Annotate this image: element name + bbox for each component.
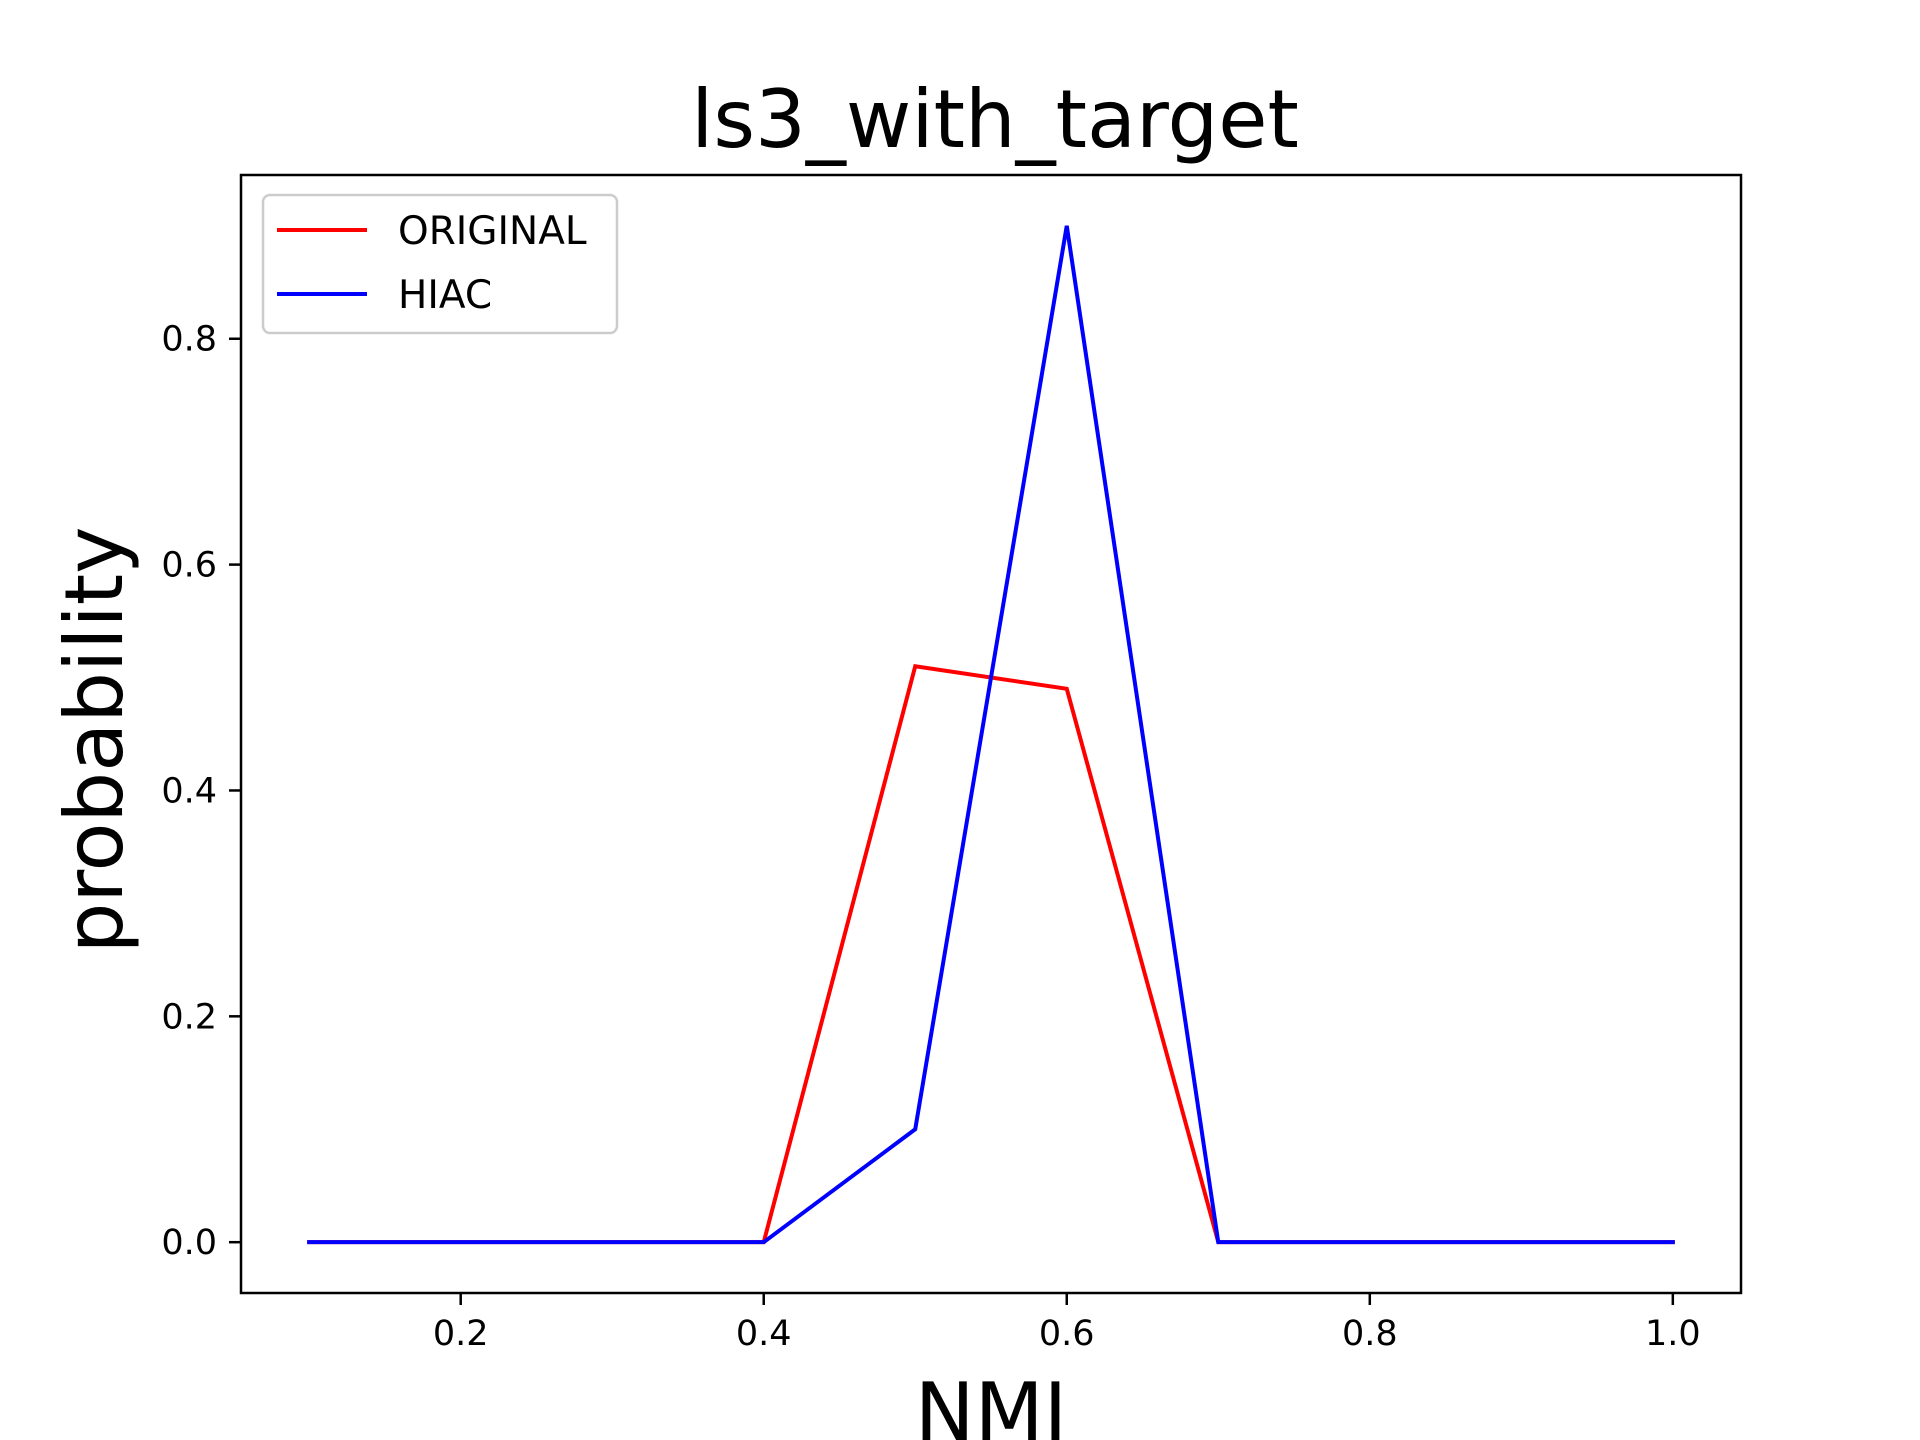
x-tick-label: 0.4	[736, 1314, 792, 1354]
y-tick-label: 0.4	[161, 771, 217, 811]
legend-label-original: ORIGINAL	[398, 209, 587, 254]
chart-title: ls3_with_target	[691, 73, 1299, 166]
x-tick-label: 1.0	[1645, 1314, 1701, 1354]
x-tick-label: 0.6	[1039, 1314, 1095, 1354]
series-lines	[307, 225, 1675, 1245]
series-line-hiac	[307, 225, 1675, 1245]
y-tick-label: 0.6	[161, 546, 217, 586]
y-tick-label: 0.2	[161, 997, 217, 1037]
axis-ticks: 0.2 0.4 0.6 0.8 1.0 0.0 0.2 0.4 0.6 0.8	[161, 320, 1700, 1354]
x-axis-title: NMI	[915, 1366, 1067, 1440]
plot-area-frame	[239, 173, 1743, 1295]
legend-label-hiac: HIAC	[398, 273, 492, 318]
legend: ORIGINAL HIAC	[261, 193, 619, 335]
y-axis-title: probability	[48, 527, 141, 954]
x-tick-label: 0.8	[1342, 1314, 1398, 1354]
x-tick-label: 0.2	[433, 1314, 489, 1354]
y-tick-label: 0.0	[161, 1223, 217, 1263]
y-tick-label: 0.8	[161, 320, 217, 360]
